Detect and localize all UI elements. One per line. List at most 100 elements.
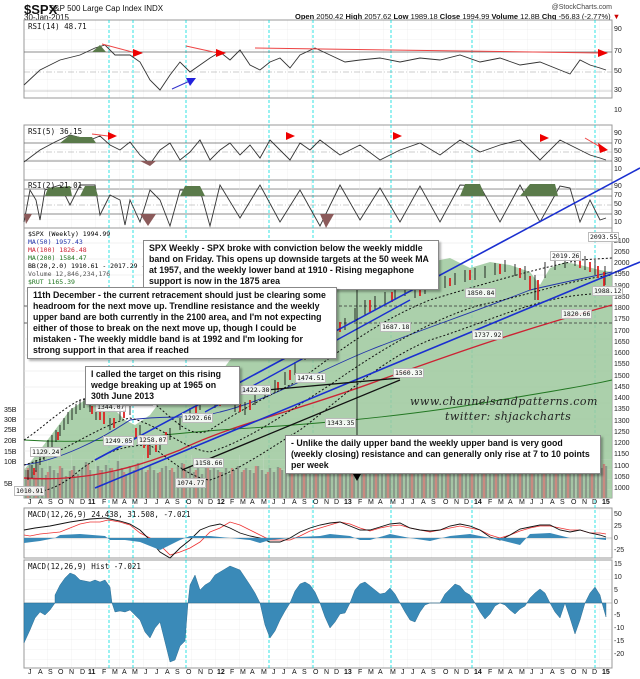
month: 14 <box>474 669 482 676</box>
tick: 1850 <box>614 294 630 301</box>
high-value: 2057.62 <box>364 12 392 21</box>
month: S <box>302 669 307 676</box>
tick: 1250 <box>614 429 630 436</box>
tick: 1100 <box>614 463 630 470</box>
tick: 70 <box>614 139 622 146</box>
month: O <box>443 669 449 676</box>
tick: 1300 <box>614 418 630 425</box>
month: D <box>80 669 86 676</box>
month: M <box>390 669 396 676</box>
month: M <box>368 669 374 676</box>
tick: 1050 <box>614 474 630 481</box>
month: F <box>358 669 363 676</box>
high-label: High <box>345 12 363 21</box>
tick: -5 <box>614 612 621 619</box>
tick: 0 <box>614 599 618 606</box>
price-label: 2019.26 <box>550 251 582 261</box>
volume-bars <box>24 461 608 498</box>
month: O <box>58 669 64 676</box>
tick: 1450 <box>614 384 630 391</box>
tick: 5B <box>4 481 13 488</box>
close-value: 1994.99 <box>462 12 490 21</box>
rsi14-label: RSI(14) 48.71 <box>28 22 87 31</box>
price-label: 1474.51 <box>295 373 327 383</box>
price-label: 1292.66 <box>182 413 214 423</box>
month: N <box>69 499 75 506</box>
tick: 30 <box>614 157 622 164</box>
price-label: 1074.77 <box>175 478 207 488</box>
price-label: 1422.38 <box>240 385 272 395</box>
price-label: 1820.66 <box>561 309 593 319</box>
index-name: S&P 500 Large Cap Index INDX <box>49 4 164 13</box>
month: O <box>313 499 319 506</box>
tick: 30 <box>614 87 622 94</box>
month: J <box>540 499 544 506</box>
legend-rut: $RUT 1165.39 <box>28 278 75 286</box>
watermark-twitter: twitter: shjackcharts <box>445 410 572 423</box>
tick: 2050 <box>614 249 630 256</box>
month: N <box>198 499 204 506</box>
month: A <box>38 499 43 506</box>
month: O <box>58 499 64 506</box>
tick: 30 <box>614 210 622 217</box>
tick: 10 <box>614 574 622 581</box>
month: D <box>592 669 598 676</box>
tick: -25 <box>614 547 625 554</box>
month: J <box>401 499 405 506</box>
month: F <box>230 669 235 676</box>
month: N <box>454 669 460 676</box>
close-label: Close <box>439 12 461 21</box>
tick: -10 <box>614 625 625 632</box>
tick: 10B <box>4 459 17 466</box>
tick: 1750 <box>614 316 630 323</box>
month: A <box>378 499 383 506</box>
month: A <box>550 669 555 676</box>
open-label: Open <box>295 12 315 21</box>
month: J <box>144 499 148 506</box>
price-label: 1343.35 <box>325 418 357 428</box>
month: S <box>302 499 307 506</box>
annotation-wedge: I called the target on this rising wedge… <box>85 366 240 405</box>
month: M <box>112 669 118 676</box>
month: S <box>431 499 436 506</box>
tick: 90 <box>614 130 622 137</box>
month: O <box>571 669 577 676</box>
month: F <box>102 669 107 676</box>
legend-bb: BB(20,2.0) 1910.61 - 2017.29 - 2123.98 <box>28 262 177 270</box>
tick: 70 <box>614 192 622 199</box>
month: O <box>186 499 192 506</box>
month: A <box>550 499 555 506</box>
rsi5-label: RSI(5) 36.15 <box>28 127 83 136</box>
tick: 20B <box>4 438 17 445</box>
month: J <box>540 669 544 676</box>
month: A <box>508 669 513 676</box>
tick: 1550 <box>614 361 630 368</box>
month: M <box>132 669 138 676</box>
month: M <box>368 499 374 506</box>
month: N <box>69 669 75 676</box>
tick: -15 <box>614 638 625 645</box>
month: 13 <box>344 669 352 676</box>
price-label: 1737.92 <box>472 330 504 340</box>
month: A <box>378 669 383 676</box>
month: M <box>261 669 267 676</box>
month: 12 <box>217 669 225 676</box>
month: J <box>272 499 276 506</box>
tick: 35B <box>4 407 17 414</box>
month: A <box>165 669 170 676</box>
month: J <box>282 499 286 506</box>
tick: 1950 <box>614 271 630 278</box>
annotation-december: 11th December - the current retracement … <box>27 287 337 359</box>
tick: 2100 <box>614 238 630 245</box>
month: A <box>38 669 43 676</box>
volume-label: Volume <box>491 12 519 21</box>
tick: 50 <box>614 68 622 75</box>
tick: 1600 <box>614 350 630 357</box>
tick: 50 <box>614 148 622 155</box>
tick: 1700 <box>614 328 630 335</box>
tick: 0 <box>614 535 618 542</box>
month: N <box>198 669 204 676</box>
month: D <box>208 499 214 506</box>
month: J <box>28 669 32 676</box>
tick: 50 <box>614 201 622 208</box>
